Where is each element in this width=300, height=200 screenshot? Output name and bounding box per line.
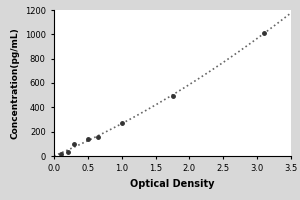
Y-axis label: Concentration(pg/mL): Concentration(pg/mL) — [10, 27, 19, 139]
X-axis label: Optical Density: Optical Density — [130, 179, 215, 189]
